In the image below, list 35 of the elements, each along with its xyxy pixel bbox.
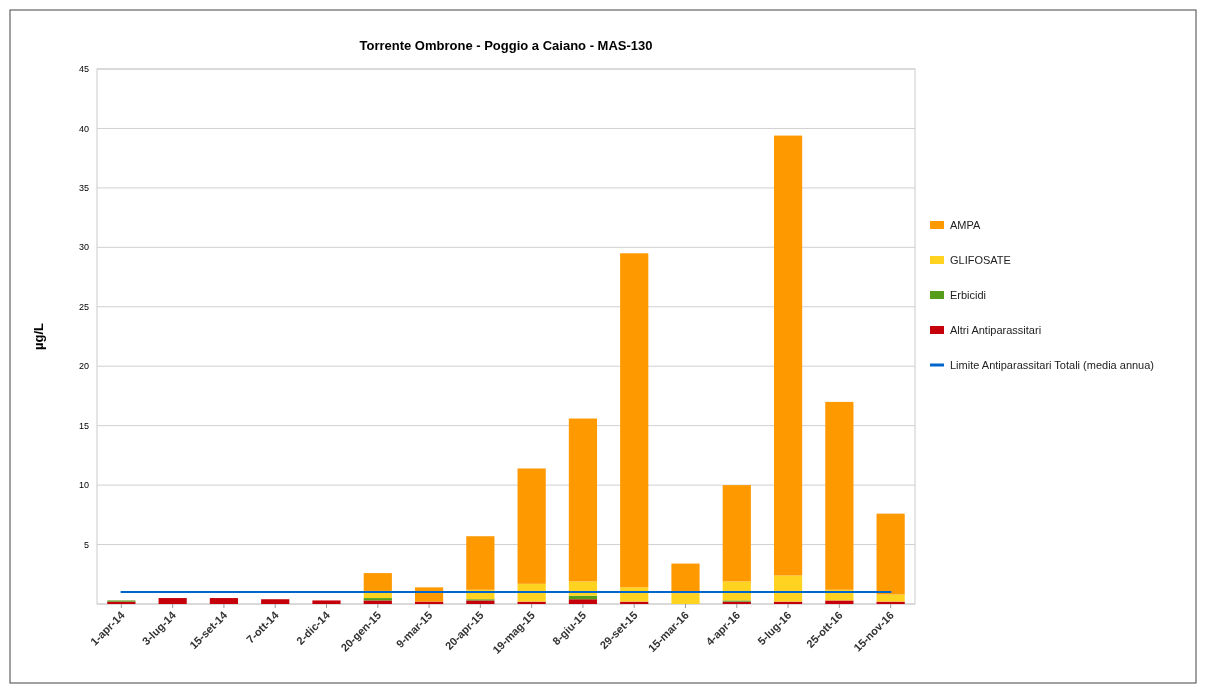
- y-tick-label: 10: [78, 480, 89, 491]
- bar: [825, 401, 854, 590]
- bar: [363, 573, 392, 591]
- bar: [466, 536, 495, 590]
- y-tick-label: 25: [78, 301, 89, 312]
- chart-title: Torrente Ombrone - Poggio a Caiano - MAS-130: [359, 38, 653, 53]
- y-axis-title: µg/L: [31, 322, 46, 350]
- bar: [671, 593, 700, 604]
- bar: [671, 563, 700, 594]
- bar: [773, 575, 803, 602]
- y-tick-label: 40: [78, 123, 89, 134]
- y-tick-label: 20: [78, 361, 89, 372]
- bar: [158, 598, 187, 604]
- bar: [773, 135, 803, 576]
- y-tick-label: 5: [83, 539, 89, 550]
- y-tick-label: 45: [78, 64, 89, 75]
- y-tick-label: 35: [78, 183, 89, 194]
- bar: [876, 513, 905, 595]
- bar: [568, 599, 598, 604]
- legend-label: AMPA: [950, 218, 982, 231]
- bar: [209, 598, 239, 604]
- bar: [312, 600, 341, 604]
- legend-label: GLIFOSATE: [950, 253, 1011, 266]
- y-tick-label: 30: [78, 242, 89, 253]
- bar: [568, 418, 598, 582]
- bar: [620, 253, 649, 588]
- y-tick-label: 15: [78, 420, 89, 431]
- bar: [722, 485, 751, 582]
- bar: [825, 600, 854, 604]
- bar: [261, 599, 290, 604]
- bar: [517, 468, 546, 584]
- legend-label: Erbicidi: [950, 288, 987, 301]
- legend-label: Altri Antiparassitari: [950, 323, 1042, 336]
- bar: [876, 594, 905, 602]
- legend-label: Limite Antiparassitari Totali (media annua): [950, 358, 1155, 371]
